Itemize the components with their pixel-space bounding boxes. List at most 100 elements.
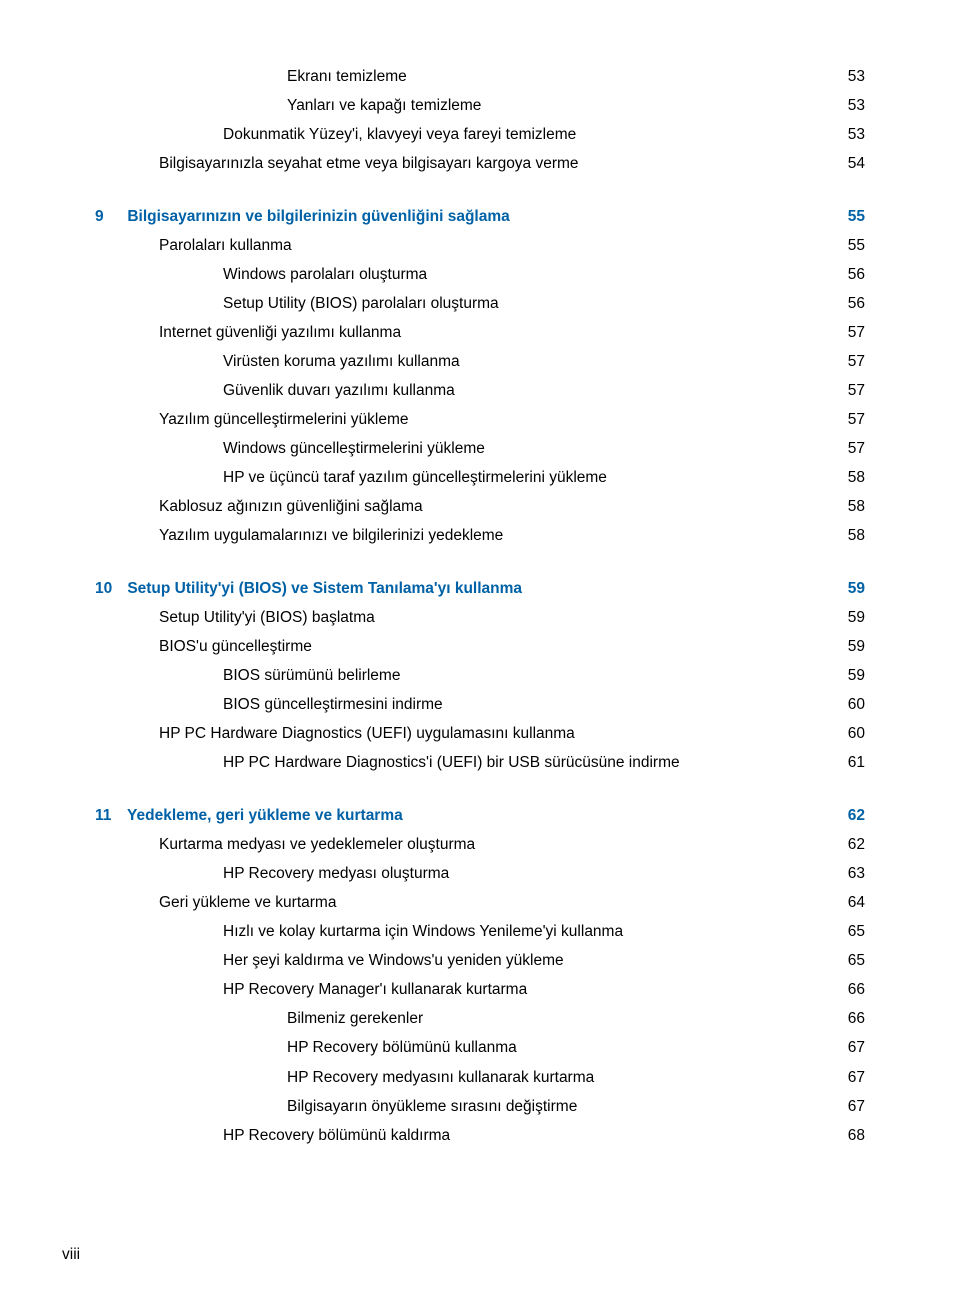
toc-entry-row[interactable]: BIOS güncelleştirmesini indirme 60 xyxy=(95,693,865,717)
toc-chapter-row[interactable]: 9 Bilgisayarınızın ve bilgilerinizin güv… xyxy=(95,205,865,229)
chapter-title: Bilgisayarınızın ve bilgilerinizin güven… xyxy=(127,208,509,225)
toc-page-number: 57 xyxy=(848,379,865,403)
toc-entry-label: 9 Bilgisayarınızın ve bilgilerinizin güv… xyxy=(95,205,510,229)
toc-entry-row[interactable]: Yanları ve kapağı temizleme 53 xyxy=(95,94,865,118)
toc-entry-row[interactable]: Setup Utility (BIOS) parolaları oluşturm… xyxy=(95,292,865,316)
toc-entry-row[interactable]: HP Recovery Manager'ı kullanarak kurtarm… xyxy=(95,978,865,1002)
toc-page-number: 53 xyxy=(848,65,865,89)
toc-entry-row[interactable]: Windows parolaları oluşturma 56 xyxy=(95,263,865,287)
toc-entry-row[interactable]: HP Recovery bölümünü kullanma 67 xyxy=(95,1036,865,1060)
toc-entry-row[interactable]: HP Recovery bölümünü kaldırma 68 xyxy=(95,1124,865,1148)
toc-entry-label: Virüsten koruma yazılımı kullanma xyxy=(223,350,460,374)
toc-page-number: 59 xyxy=(848,635,865,659)
toc-page-number: 62 xyxy=(848,804,865,828)
toc-entry-label: BIOS güncelleştirmesini indirme xyxy=(223,693,443,717)
toc-entry-label: HP Recovery Manager'ı kullanarak kurtarm… xyxy=(223,978,527,1002)
toc-entry-row[interactable]: HP Recovery medyası oluşturma 63 xyxy=(95,862,865,886)
toc-page-number: 67 xyxy=(848,1066,865,1090)
toc-entry-row[interactable]: Virüsten koruma yazılımı kullanma 57 xyxy=(95,350,865,374)
toc-entry-row[interactable]: Bilmeniz gerekenler 66 xyxy=(95,1007,865,1031)
toc-entry-label: HP Recovery medyası oluşturma xyxy=(223,862,449,886)
toc-entry-row[interactable]: Internet güvenliği yazılımı kullanma 57 xyxy=(95,321,865,345)
page-footer: viii xyxy=(62,1246,80,1264)
section-break xyxy=(95,780,865,804)
toc-entry-row[interactable]: Güvenlik duvarı yazılımı kullanma 57 xyxy=(95,379,865,403)
toc-page-number: 56 xyxy=(848,292,865,316)
toc-page-number: 55 xyxy=(848,234,865,258)
toc-page-number: 66 xyxy=(848,978,865,1002)
toc-entry-row[interactable]: BIOS'u güncelleştirme 59 xyxy=(95,635,865,659)
toc-page-number: 59 xyxy=(848,606,865,630)
toc-page-number: 53 xyxy=(848,123,865,147)
toc-entry-row[interactable]: Dokunmatik Yüzey'i, klavyeyi veya fareyi… xyxy=(95,123,865,147)
chapter-number: 9 xyxy=(95,205,123,229)
toc-entry-row[interactable]: Kablosuz ağınızın güvenliğini sağlama 58 xyxy=(95,495,865,519)
toc-entry-row[interactable]: Ekranı temizleme 53 xyxy=(95,65,865,89)
toc-entry-row[interactable]: Kurtarma medyası ve yedeklemeler oluştur… xyxy=(95,833,865,857)
toc-entry-row[interactable]: HP PC Hardware Diagnostics (UEFI) uygula… xyxy=(95,722,865,746)
toc-page-number: 67 xyxy=(848,1095,865,1119)
toc-entry-row[interactable]: Bilgisayarınızla seyahat etme veya bilgi… xyxy=(95,152,865,176)
toc-page-number: 54 xyxy=(848,152,865,176)
toc-entry-label: HP Recovery bölümünü kaldırma xyxy=(223,1124,450,1148)
toc-page-number: 63 xyxy=(848,862,865,886)
toc-page-number: 57 xyxy=(848,408,865,432)
toc-entry-label: HP Recovery bölümünü kullanma xyxy=(287,1036,517,1060)
toc-chapter-row[interactable]: 10 Setup Utility'yi (BIOS) ve Sistem Tan… xyxy=(95,577,865,601)
toc-entry-label: HP ve üçüncü taraf yazılım güncelleştirm… xyxy=(223,466,607,490)
toc-entry-row[interactable]: Her şeyi kaldırma ve Windows'u yeniden y… xyxy=(95,949,865,973)
toc-entry-row[interactable]: Windows güncelleştirmelerini yükleme 57 xyxy=(95,437,865,461)
toc-entry-label: Ekranı temizleme xyxy=(287,65,407,89)
toc-page-number: 62 xyxy=(848,833,865,857)
toc-entry-label: Kablosuz ağınızın güvenliğini sağlama xyxy=(159,495,423,519)
toc-chapter-row[interactable]: 11 Yedekleme, geri yükleme ve kurtarma 6… xyxy=(95,804,865,828)
toc-entry-row[interactable]: BIOS sürümünü belirleme 59 xyxy=(95,664,865,688)
toc-page-number: 55 xyxy=(848,205,865,229)
toc-page-number: 57 xyxy=(848,437,865,461)
toc-entry-label: HP PC Hardware Diagnostics (UEFI) uygula… xyxy=(159,722,575,746)
toc-entry-row[interactable]: Bilgisayarın önyükleme sırasını değiştir… xyxy=(95,1095,865,1119)
toc-entry-label: HP Recovery medyasını kullanarak kurtarm… xyxy=(287,1066,594,1090)
toc-entry-label: HP PC Hardware Diagnostics'i (UEFI) bir … xyxy=(223,751,680,775)
toc-page-number: 68 xyxy=(848,1124,865,1148)
toc-page-number: 60 xyxy=(848,722,865,746)
toc-page-number: 53 xyxy=(848,94,865,118)
toc-entry-label: Yazılım güncelleştirmelerini yükleme xyxy=(159,408,409,432)
toc-entry-row[interactable]: Parolaları kullanma 55 xyxy=(95,234,865,258)
toc-entry-row[interactable]: HP PC Hardware Diagnostics'i (UEFI) bir … xyxy=(95,751,865,775)
chapter-title: Setup Utility'yi (BIOS) ve Sistem Tanıla… xyxy=(127,580,522,597)
toc-entry-label: 11 Yedekleme, geri yükleme ve kurtarma xyxy=(95,804,403,828)
toc-entry-label: Setup Utility'yi (BIOS) başlatma xyxy=(159,606,375,630)
chapter-number: 10 xyxy=(95,577,123,601)
toc-page-number: 57 xyxy=(848,321,865,345)
toc-entry-row[interactable]: Yazılım güncelleştirmelerini yükleme 57 xyxy=(95,408,865,432)
toc-entry-label: Hızlı ve kolay kurtarma için Windows Yen… xyxy=(223,920,623,944)
toc-page-number: 65 xyxy=(848,920,865,944)
toc-page-number: 56 xyxy=(848,263,865,287)
toc-entry-label: BIOS'u güncelleştirme xyxy=(159,635,312,659)
toc-entry-row[interactable]: Yazılım uygulamalarınızı ve bilgileriniz… xyxy=(95,524,865,548)
toc-entry-label: Internet güvenliği yazılımı kullanma xyxy=(159,321,401,345)
toc-page-number: 67 xyxy=(848,1036,865,1060)
toc-page-number: 66 xyxy=(848,1007,865,1031)
toc-page-number: 57 xyxy=(848,350,865,374)
toc-entry-label: Parolaları kullanma xyxy=(159,234,292,258)
table-of-contents: Ekranı temizleme 53Yanları ve kapağı tem… xyxy=(95,65,865,1148)
toc-entry-label: Setup Utility (BIOS) parolaları oluşturm… xyxy=(223,292,499,316)
chapter-number: 11 xyxy=(95,804,123,828)
toc-entry-label: Yanları ve kapağı temizleme xyxy=(287,94,481,118)
toc-entry-label: Her şeyi kaldırma ve Windows'u yeniden y… xyxy=(223,949,564,973)
toc-entry-row[interactable]: Setup Utility'yi (BIOS) başlatma 59 xyxy=(95,606,865,630)
toc-entry-row[interactable]: HP Recovery medyasını kullanarak kurtarm… xyxy=(95,1066,865,1090)
toc-entry-row[interactable]: Geri yükleme ve kurtarma 64 xyxy=(95,891,865,915)
toc-entry-row[interactable]: Hızlı ve kolay kurtarma için Windows Yen… xyxy=(95,920,865,944)
toc-entry-label: Geri yükleme ve kurtarma xyxy=(159,891,336,915)
toc-entry-label: Bilgisayarınızla seyahat etme veya bilgi… xyxy=(159,152,579,176)
toc-page-number: 58 xyxy=(848,524,865,548)
toc-page-number: 61 xyxy=(848,751,865,775)
toc-entry-label: Windows parolaları oluşturma xyxy=(223,263,427,287)
toc-entry-row[interactable]: HP ve üçüncü taraf yazılım güncelleştirm… xyxy=(95,466,865,490)
toc-page-number: 59 xyxy=(848,577,865,601)
toc-entry-label: Windows güncelleştirmelerini yükleme xyxy=(223,437,485,461)
toc-entry-label: BIOS sürümünü belirleme xyxy=(223,664,400,688)
